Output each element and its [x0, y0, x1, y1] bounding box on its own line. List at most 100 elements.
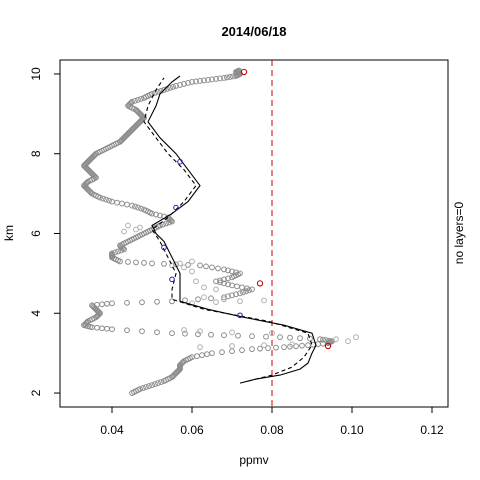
marker-series: [161, 68, 332, 350]
right-layer-label: no layers=0: [452, 201, 466, 264]
raw-data-point: [135, 204, 141, 211]
raw-data-point: [224, 74, 230, 81]
raw-data-point: [177, 260, 183, 267]
raw-data-point: [289, 341, 295, 348]
raw-data-point: [141, 206, 147, 213]
raw-data-point: [353, 334, 359, 341]
raw-data-point: [239, 347, 245, 354]
raw-data-point: [167, 85, 173, 91]
raw-data-point: [141, 260, 147, 266]
raw-data-point: [333, 336, 339, 343]
raw-data-point: [208, 295, 214, 302]
raw-data-point: [235, 332, 241, 339]
raw-data-point: [229, 343, 235, 349]
raw-data-point: [225, 267, 231, 274]
raw-data-point: [230, 73, 236, 80]
raw-data-point: [221, 332, 227, 339]
y-tick-label: 2: [29, 389, 43, 396]
raw-data-point: [209, 76, 215, 83]
raw-data-point: [287, 334, 293, 341]
smoothed-profile-solid: [147, 75, 317, 384]
plot-frame: [59, 59, 449, 408]
raw-data-point: [307, 335, 313, 342]
raw-data-point: [323, 337, 329, 344]
raw-data-point: [124, 201, 130, 208]
raw-data-point: [177, 82, 183, 88]
raw-data-point: [201, 294, 207, 301]
x-tick-label: 0.08: [260, 423, 284, 437]
x-axis-label: ppmv: [239, 453, 268, 467]
blue-marker-point: [169, 276, 175, 283]
raw-measurement-series: [81, 67, 359, 396]
raw-data-point: [221, 266, 227, 273]
raw-data-point: [139, 299, 145, 306]
raw-data-point: [121, 228, 127, 235]
raw-data-point: [204, 351, 210, 358]
raw-data-point: [237, 270, 243, 277]
raw-data-point: [257, 345, 263, 352]
raw-data-point: [109, 326, 115, 333]
raw-data-point: [163, 220, 169, 227]
raw-data-point: [189, 258, 195, 265]
raw-data-point: [169, 298, 175, 305]
raw-data-point: [195, 296, 201, 303]
raw-data-point: [181, 81, 187, 87]
raw-data-point: [229, 348, 235, 355]
raw-data-point: [281, 344, 287, 351]
blue-marker-point: [173, 204, 179, 211]
raw-data-point: [199, 352, 205, 359]
raw-data-point: [139, 328, 145, 335]
raw-data-point: [181, 264, 187, 271]
x-tick-label: 0.04: [100, 423, 124, 437]
raw-data-point: [221, 280, 227, 287]
raw-data-point: [213, 76, 219, 82]
raw-data-point: [149, 382, 155, 388]
raw-data-point: [133, 259, 139, 266]
raw-data-point: [185, 80, 191, 86]
raw-data-point: [103, 196, 109, 203]
raw-data-point: [265, 345, 271, 352]
x-tick-label: 0.10: [340, 423, 364, 437]
raw-data-point: [154, 329, 160, 336]
raw-data-point: [99, 325, 105, 332]
raw-data-point: [125, 222, 131, 229]
raw-data-point: [205, 77, 211, 83]
raw-data-point: [277, 334, 283, 341]
raw-data-point: [132, 203, 138, 210]
raw-data-point: [213, 286, 219, 293]
raw-data-point: [197, 328, 203, 335]
y-tick-label: 6: [29, 230, 43, 237]
raw-data-point: [237, 298, 243, 305]
raw-data-point: [217, 277, 223, 284]
x-axis: 0.04 0.06 0.08 0.10 0.12: [100, 406, 444, 437]
raw-data-point: [106, 197, 112, 204]
raw-data-point: [315, 341, 321, 348]
raw-data-point: [189, 300, 195, 307]
raw-data-point: [155, 380, 161, 386]
raw-data-point: [138, 205, 144, 212]
raw-data-point: [109, 250, 115, 257]
raw-data-point: [189, 268, 195, 275]
raw-data-point: [225, 293, 231, 300]
raw-data-point: [146, 383, 152, 389]
y-axis-label: km: [2, 225, 16, 241]
raw-data-point: [219, 349, 225, 356]
raw-data-point: [345, 338, 351, 345]
red-marker-point: [324, 342, 332, 350]
raw-data-point: [149, 260, 155, 267]
raw-data-point: [201, 284, 207, 291]
raw-data-point: [125, 259, 131, 265]
y-tick-label: 10: [29, 67, 43, 81]
raw-data-point: [153, 211, 159, 218]
raw-data-point: [114, 199, 120, 206]
raw-data-point: [237, 290, 243, 297]
raw-data-point: [201, 77, 207, 84]
blue-marker-point: [161, 244, 167, 251]
raw-data-point: [182, 330, 188, 337]
raw-data-point: [169, 262, 175, 269]
raw-data-point: [221, 75, 227, 81]
raw-data-point: [161, 261, 167, 267]
raw-data-point: [137, 386, 143, 392]
raw-data-point: [217, 279, 223, 286]
raw-data-point: [193, 278, 199, 285]
